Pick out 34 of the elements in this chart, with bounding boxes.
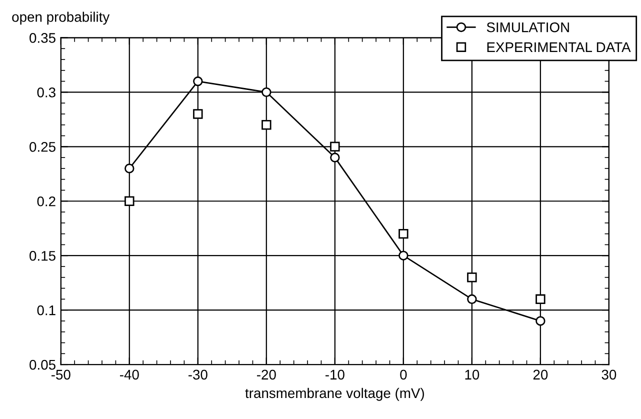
point <box>262 120 272 130</box>
point <box>330 142 340 152</box>
y-tick-label: 0.25 <box>30 142 56 152</box>
y-tick-label: 0.3 <box>37 88 56 98</box>
point <box>536 316 546 326</box>
x-tick-label: -50 <box>51 370 70 380</box>
y-tick-label: 0.1 <box>37 305 56 316</box>
x-axis-title: transmembrane voltage (mV) <box>245 388 424 401</box>
point <box>467 294 477 304</box>
y-tick-label: 0.35 <box>30 33 56 43</box>
point <box>536 294 546 304</box>
y-tick-label: 0.05 <box>30 360 56 370</box>
x-tick-label: -20 <box>256 370 276 380</box>
point <box>398 250 408 260</box>
y-axis-title: open probability <box>12 12 110 25</box>
x-tick-label: -10 <box>326 370 344 380</box>
point <box>330 152 340 162</box>
x-tick-label: -40 <box>120 370 139 380</box>
y-tick-label: 0.2 <box>37 196 56 206</box>
y-tick-label: 0.15 <box>30 250 56 261</box>
x-tick-label: 10 <box>465 370 480 380</box>
x-tick-label: 30 <box>602 370 616 380</box>
x-tick-label: 0 <box>400 370 407 380</box>
point <box>124 196 134 206</box>
point <box>398 228 408 239</box>
x-tick-label: 20 <box>533 370 548 380</box>
point <box>193 76 203 86</box>
legend-label: EXPERIMENTAL DATA <box>487 42 631 52</box>
legend-label: SIMULATION <box>486 22 569 32</box>
point <box>124 164 134 174</box>
point <box>467 272 477 282</box>
point <box>262 87 272 98</box>
x-tick-label: -30 <box>188 370 208 380</box>
point <box>193 109 203 119</box>
